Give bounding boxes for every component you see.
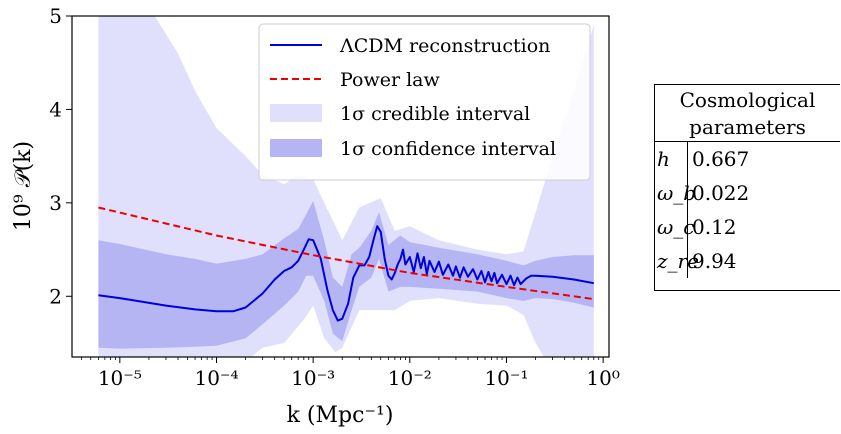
- reconstruction-line: [98, 225, 594, 322]
- table-title-line-2: parameters: [689, 115, 806, 139]
- x-tick-label: 10⁻¹: [484, 366, 528, 390]
- param-value-h: 0.667: [692, 147, 750, 171]
- legend-label-reconstruction: ΛCDM reconstruction: [339, 35, 550, 57]
- y-axis-label: 10⁹ 𝒫(k): [11, 141, 36, 231]
- legend-box: [258, 23, 591, 181]
- param-value-z-re: 9.94: [692, 249, 737, 273]
- legend-swatch-confidence: [270, 139, 322, 157]
- y-tick-label: 3: [49, 191, 62, 215]
- table-row: ω_b 0.022: [655, 176, 840, 210]
- y-axis-ticks: 2 3 4 5: [49, 4, 72, 308]
- table-title-line-1: Cosmological: [679, 88, 816, 112]
- param-symbol-h: h: [655, 142, 688, 176]
- param-symbol-omega-b: ω_b: [655, 176, 696, 210]
- legend-label-credible: 1σ credible interval: [340, 103, 530, 125]
- x-tick-label: 10⁻³: [291, 366, 335, 390]
- x-tick-label: 10⁻⁴: [194, 366, 238, 390]
- param-symbol-z-re: z_re: [655, 244, 699, 278]
- plot-frame: [71, 15, 610, 358]
- cosmological-parameters-table: Cosmological parameters h 0.667 ω_b 0.02…: [654, 84, 840, 291]
- param-value-omega-c: 0.12: [692, 215, 737, 239]
- y-tick-label: 4: [49, 97, 62, 121]
- y-tick-label: 2: [49, 284, 62, 308]
- param-value-omega-b: 0.022: [692, 181, 750, 205]
- x-axis-label: k (Mpc⁻¹): [287, 403, 394, 428]
- legend: ΛCDM reconstruction Power law 1σ credibl…: [258, 23, 591, 181]
- legend-swatch-credible: [270, 104, 322, 122]
- table-row: h 0.667: [655, 142, 840, 176]
- table-row: ω_c 0.12: [655, 210, 840, 244]
- y-tick-label: 5: [49, 4, 62, 28]
- x-tick-label: 10⁻⁵: [98, 366, 142, 390]
- x-axis-ticks: 10⁻⁵ 10⁻⁴ 10⁻³ 10⁻² 10⁻¹ 10⁰: [80, 357, 620, 390]
- param-symbol-omega-c: ω_c: [655, 210, 695, 244]
- power-law-line: [98, 206, 594, 301]
- table-row: z_re 9.94: [655, 244, 840, 278]
- legend-label-confidence: 1σ confidence interval: [340, 138, 556, 160]
- legend-label-power-law: Power law: [340, 69, 440, 91]
- x-tick-label: 10⁻²: [388, 366, 432, 390]
- table-title: Cosmological parameters: [655, 85, 840, 142]
- series-lines: [98, 206, 594, 322]
- x-tick-label: 10⁰: [586, 366, 619, 390]
